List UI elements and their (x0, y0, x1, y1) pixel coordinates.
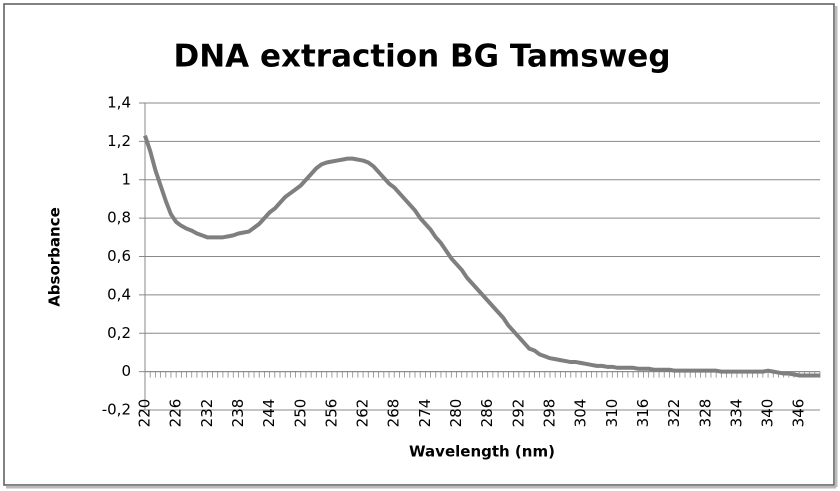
x-tick-label: 316 (634, 399, 652, 428)
y-tick-label: 0,2 (107, 324, 131, 342)
y-tick-label: 0,8 (107, 209, 131, 227)
x-tick-label: 274 (416, 399, 434, 428)
x-tick-label: 334 (727, 399, 745, 428)
y-tick-label: 1,2 (107, 132, 131, 150)
x-tick-label: 328 (696, 399, 714, 428)
x-axis-label: Wavelength (nm) (409, 443, 555, 461)
y-tick-label: 1 (121, 170, 131, 188)
x-tick-label: 250 (291, 399, 309, 428)
x-tick-label: 280 (447, 399, 465, 428)
y-tick-label: 1,4 (107, 94, 131, 112)
x-tick-label: 298 (541, 399, 559, 428)
x-tick-label: 244 (260, 399, 278, 428)
data-line (143, 134, 820, 378)
x-tick-label: 340 (759, 399, 777, 428)
x-tick-label: 346 (790, 399, 808, 428)
x-tick-label: 256 (322, 399, 340, 428)
x-tick-label: 232 (198, 399, 216, 428)
y-axis-label: Absorbance (46, 207, 64, 307)
chart-border (3, 3, 835, 486)
x-tick-label: 310 (603, 399, 621, 428)
x-tick-label: 322 (665, 399, 683, 428)
x-tick-label: 226 (167, 399, 185, 428)
x-tick-label: 286 (478, 399, 496, 428)
x-tick-label: 220 (136, 399, 154, 428)
y-tick-label: 0 (121, 362, 131, 380)
y-tick-label: 0,6 (107, 247, 131, 265)
x-tick-label: 268 (385, 399, 403, 428)
x-tick-label: 292 (509, 399, 527, 428)
x-tick-label: 262 (354, 399, 372, 428)
x-tick-label: 238 (229, 399, 247, 428)
y-tick-label: 0,4 (107, 285, 131, 303)
y-tick-label: -0,2 (102, 401, 131, 419)
x-tick-label: 304 (572, 399, 590, 428)
chart-title: DNA extraction BG Tamsweg (173, 39, 670, 75)
